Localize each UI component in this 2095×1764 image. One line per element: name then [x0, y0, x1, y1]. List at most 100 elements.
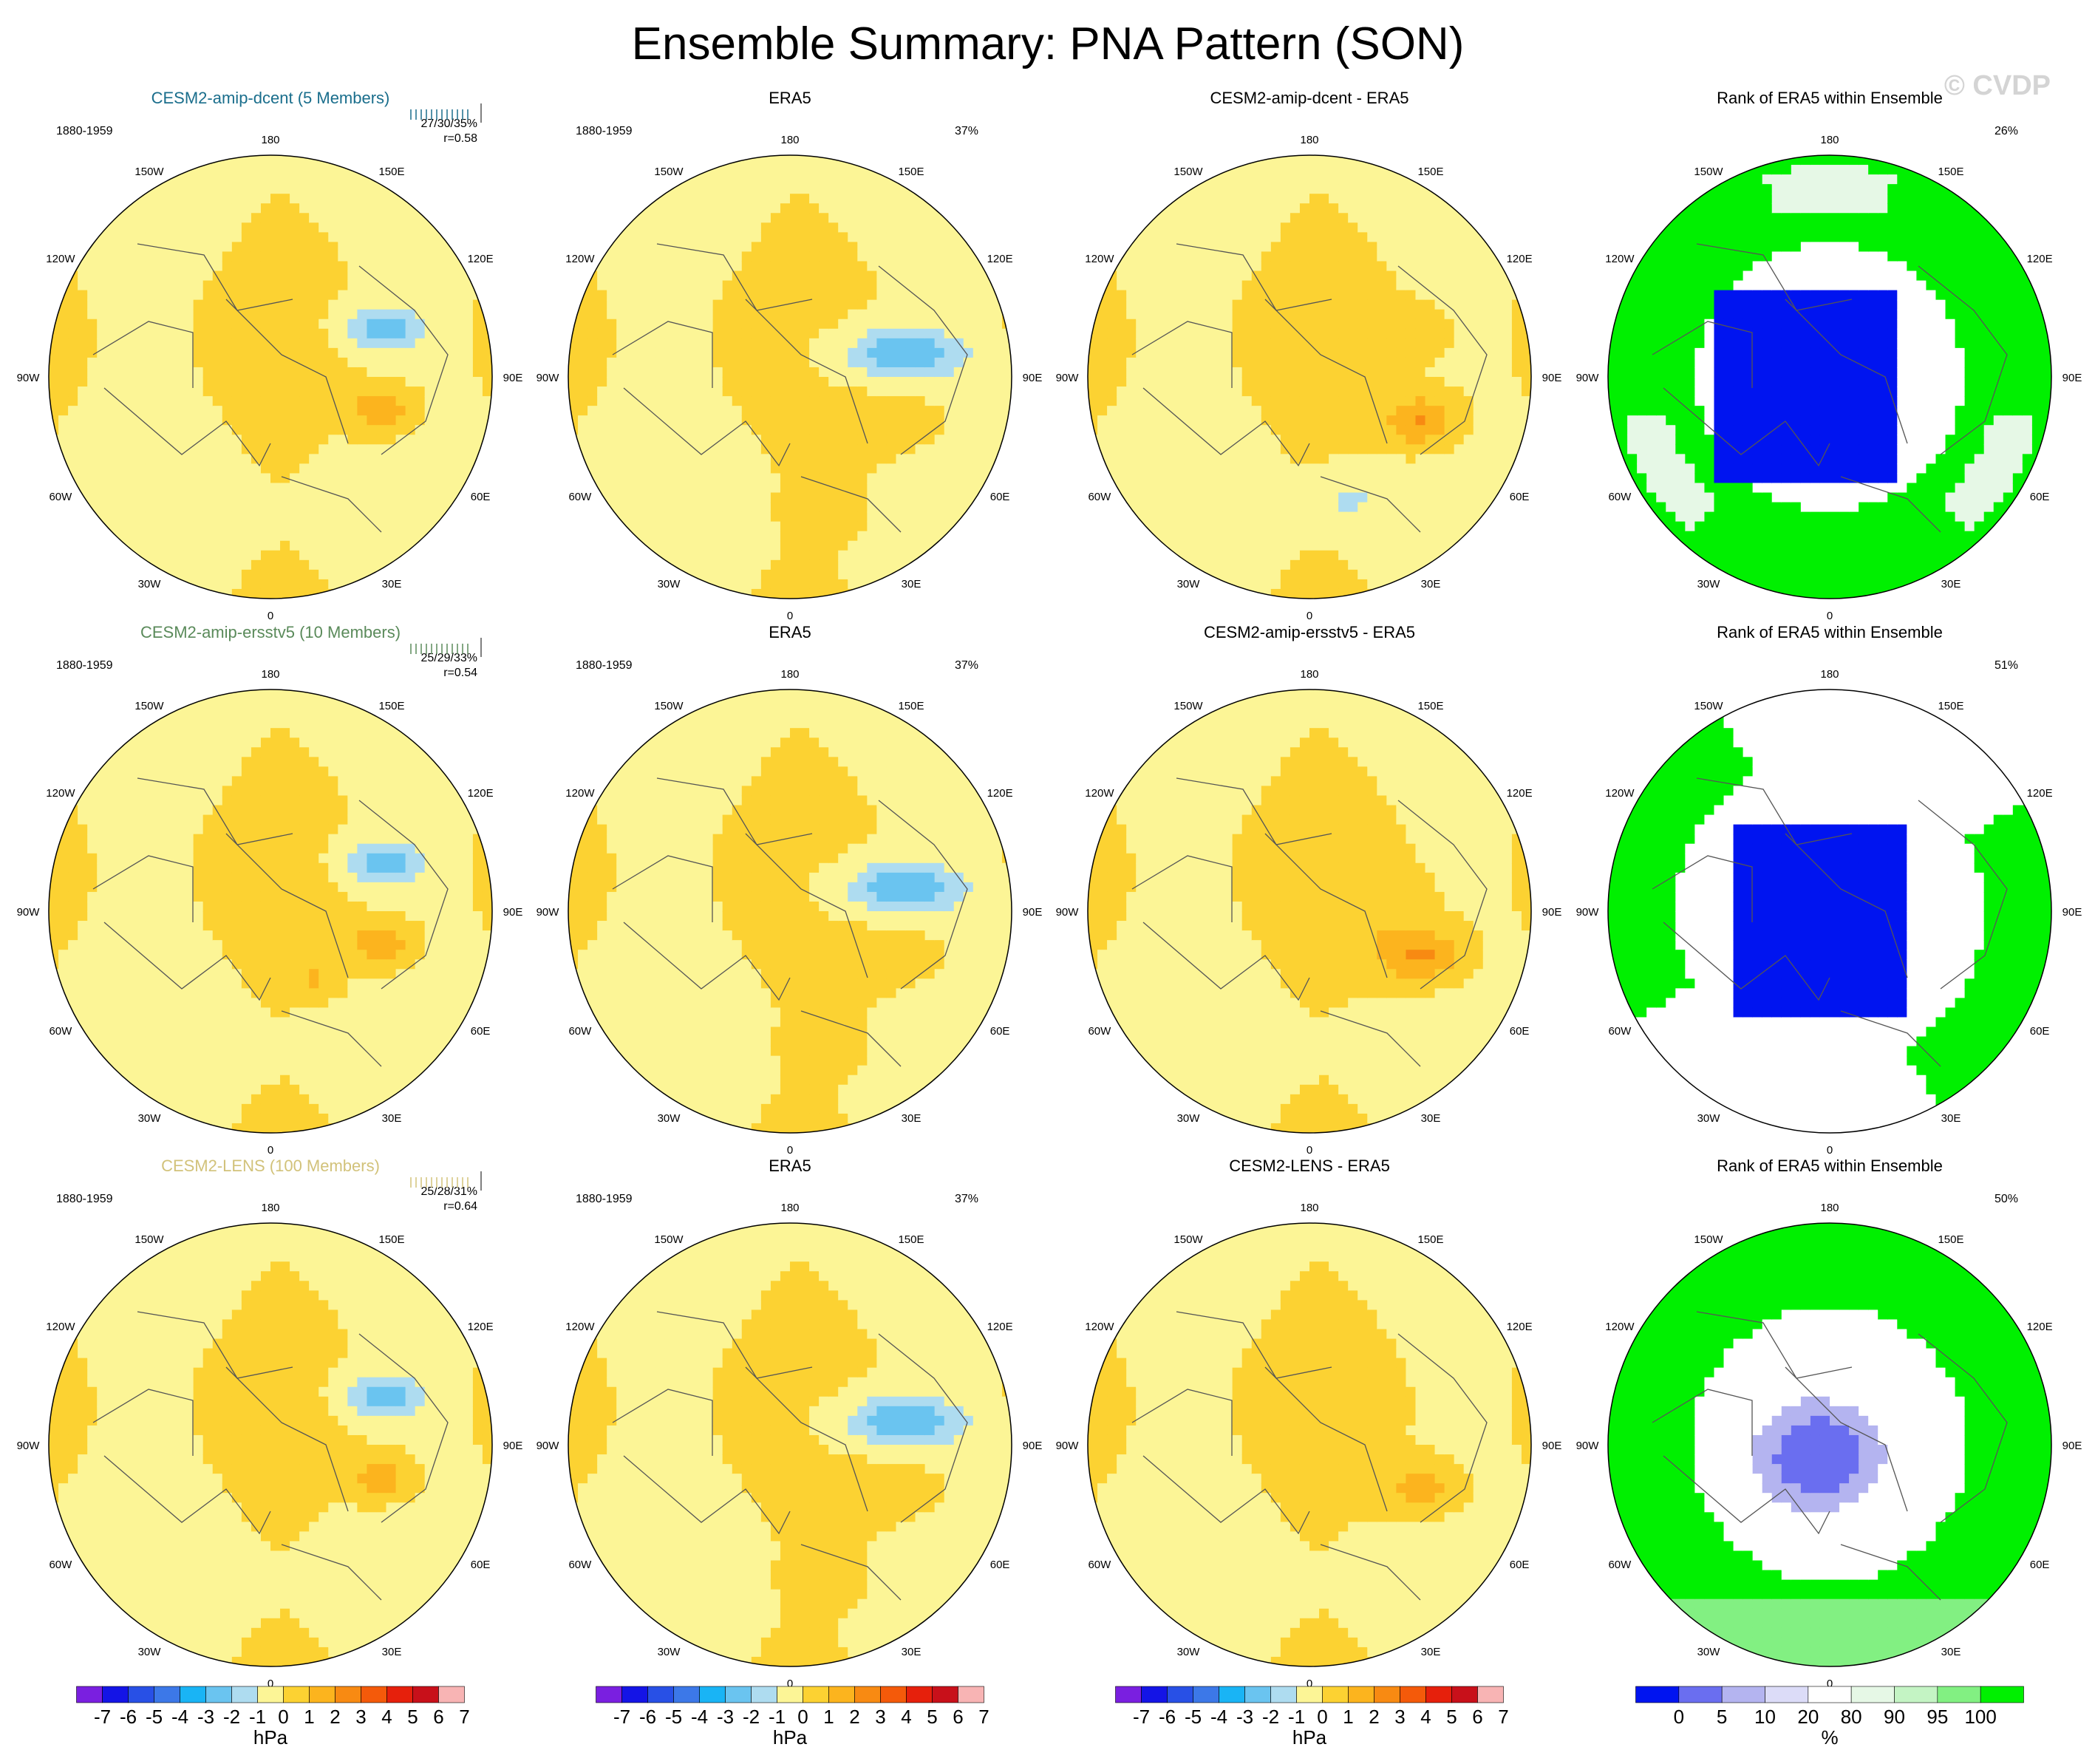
map-field-cell	[1213, 473, 1224, 484]
map-field-cell	[770, 357, 781, 368]
map-field-cell	[395, 328, 406, 339]
map-field-cell	[1136, 425, 1147, 436]
map-field-cell	[1222, 290, 1233, 301]
map-field-cell	[857, 290, 868, 301]
map-panel	[568, 155, 1012, 599]
map-field-cell	[1107, 406, 1117, 416]
map-field-cell	[1165, 309, 1176, 320]
map-field-cell	[1193, 454, 1205, 465]
map-field-cell	[183, 511, 194, 522]
map-field-cell	[1406, 531, 1417, 542]
map-field-cell	[1396, 444, 1407, 455]
map-field-cell	[328, 396, 339, 406]
map-field-cell	[972, 386, 984, 397]
map-field-cell	[126, 251, 137, 262]
map-field-cell	[876, 492, 888, 503]
map-field-cell	[953, 406, 964, 416]
map-field-cell	[1367, 184, 1378, 194]
map-field-cell	[463, 309, 474, 320]
map-field-cell	[732, 347, 743, 358]
map-field-cell	[741, 347, 752, 358]
map-field-cell	[1165, 270, 1176, 282]
map-field-cell	[1184, 194, 1195, 205]
map-field-cell	[231, 502, 242, 513]
map-field-cell	[472, 377, 483, 387]
map-field-cell	[260, 425, 271, 436]
map-field-cell	[905, 290, 916, 301]
map-field-cell	[1367, 319, 1378, 330]
map-field-cell	[116, 454, 127, 465]
map-field-cell	[674, 435, 685, 446]
map-field-cell	[819, 165, 829, 175]
map-field-cell	[684, 454, 695, 465]
map-field-cell	[674, 203, 685, 214]
map-field-cell	[616, 270, 627, 282]
map-field-cell	[876, 463, 888, 474]
map-field-cell	[944, 270, 955, 282]
map-field-cell	[1174, 473, 1185, 484]
map-field-cell	[790, 492, 800, 503]
map-field-cell	[915, 357, 926, 368]
map-field-cell	[1396, 203, 1407, 214]
map-field-cell	[299, 222, 310, 234]
map-field-cell	[1145, 280, 1156, 291]
map-field-cell	[722, 550, 733, 561]
map-field-cell	[1280, 502, 1291, 513]
map-field-cell	[1184, 531, 1195, 542]
map-field-cell	[145, 463, 156, 474]
map-field-cell	[655, 492, 666, 503]
map-field-cell	[309, 406, 320, 416]
map-field-cell	[338, 473, 349, 484]
map-field-cell	[231, 251, 242, 262]
map-field-cell	[1145, 232, 1156, 243]
map-field-cell	[838, 406, 849, 416]
map-field-cell	[1329, 540, 1339, 551]
map-field-cell	[722, 184, 733, 194]
map-field-cell	[934, 386, 945, 397]
map-field-cell	[145, 483, 156, 494]
map-field-cell	[164, 280, 175, 291]
map-field-cell	[443, 280, 454, 291]
map-field-cell	[693, 483, 704, 494]
map-field-cell	[896, 377, 907, 387]
map-field-cell	[260, 242, 271, 253]
map-field-cell	[809, 232, 820, 243]
map-field-cell	[915, 425, 926, 436]
coastline	[623, 387, 791, 467]
map-field-cell	[376, 357, 387, 368]
map-field-cell	[318, 473, 330, 484]
map-field-cell	[367, 502, 378, 513]
map-field-cell	[1290, 435, 1301, 446]
map-field-cell	[616, 338, 627, 349]
map-field-cell	[963, 444, 974, 455]
map-field-cell	[135, 559, 146, 571]
map-field-cell	[1088, 299, 1098, 310]
map-field-cell	[280, 338, 290, 349]
map-field-cell	[828, 261, 839, 272]
map-field-cell	[328, 415, 339, 426]
map-field-cell	[876, 511, 888, 522]
longitude-label: 30W	[658, 578, 681, 590]
map-field-cell	[386, 347, 397, 358]
map-field-cell	[780, 483, 791, 494]
map-field-cell	[415, 251, 426, 262]
map-field-cell	[1377, 454, 1388, 465]
map-field-cell	[655, 309, 666, 320]
map-field-cell	[280, 299, 290, 310]
map-field-cell	[1396, 492, 1407, 503]
map-field-cell	[376, 531, 387, 542]
map-field-cell	[780, 213, 791, 224]
map-field-cell	[1184, 338, 1195, 349]
map-field-cell	[154, 483, 166, 494]
map-field-cell	[1358, 492, 1369, 503]
map-field-cell	[1136, 396, 1147, 406]
map-field-cell	[1251, 559, 1262, 571]
map-field-cell	[760, 184, 771, 194]
map-field-cell	[318, 511, 330, 522]
map-field-cell	[886, 194, 897, 205]
map-field-cell	[1280, 270, 1291, 282]
map-field-cell	[722, 521, 733, 532]
map-field-cell	[1396, 435, 1407, 446]
map-field-cell	[270, 232, 281, 243]
map-field-cell	[183, 222, 194, 234]
